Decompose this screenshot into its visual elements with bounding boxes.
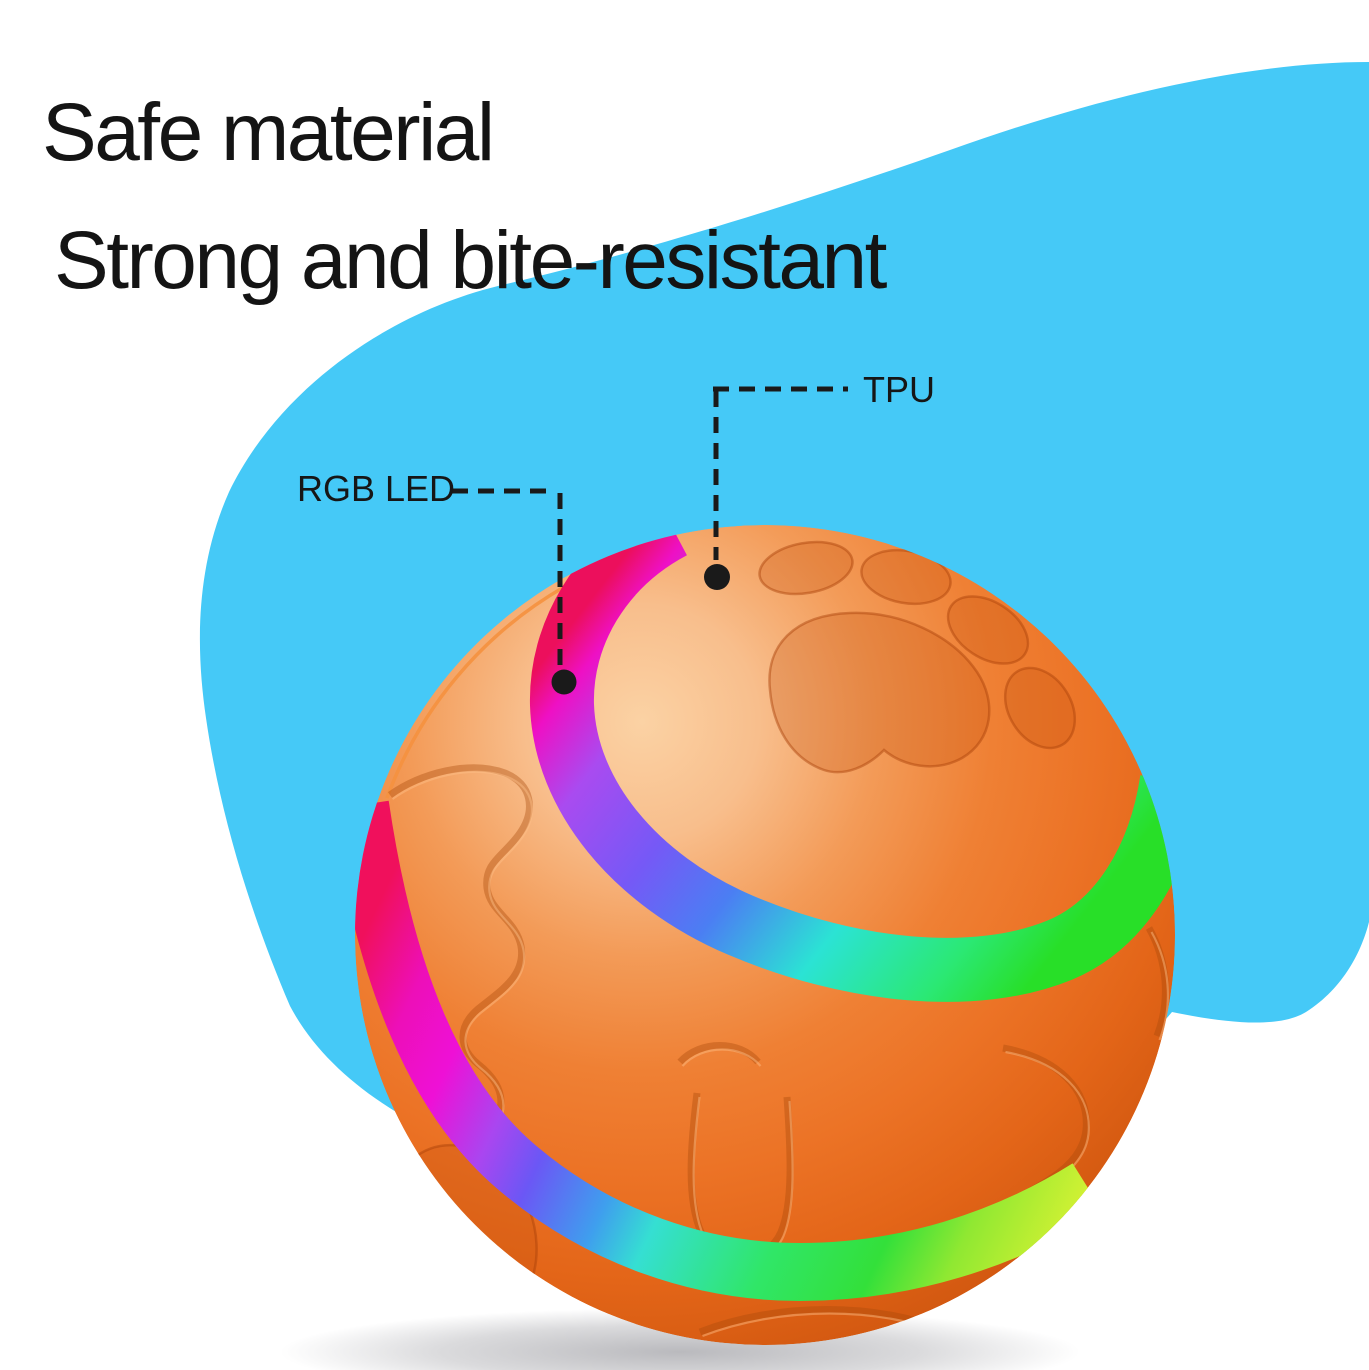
paw-toe [1003, 666, 1077, 750]
ball-rim-highlight [385, 585, 565, 799]
headline-line2: Strong and bite-resistant [54, 215, 887, 306]
tpu-anchor-dot [704, 564, 730, 590]
led-band-upper [529, 525, 1175, 1002]
headline-line1: Safe material [42, 87, 495, 178]
rgb-led-callout-label: RGB LED [297, 468, 456, 509]
led-band-lower [355, 800, 1104, 1302]
paw-toe [758, 540, 854, 596]
rgb-anchor-dot [551, 669, 577, 695]
callout-leaders [452, 386, 848, 666]
paw-main-pad [768, 611, 991, 774]
tpu-callout-label: TPU [863, 369, 935, 410]
paw-toe [946, 595, 1030, 665]
